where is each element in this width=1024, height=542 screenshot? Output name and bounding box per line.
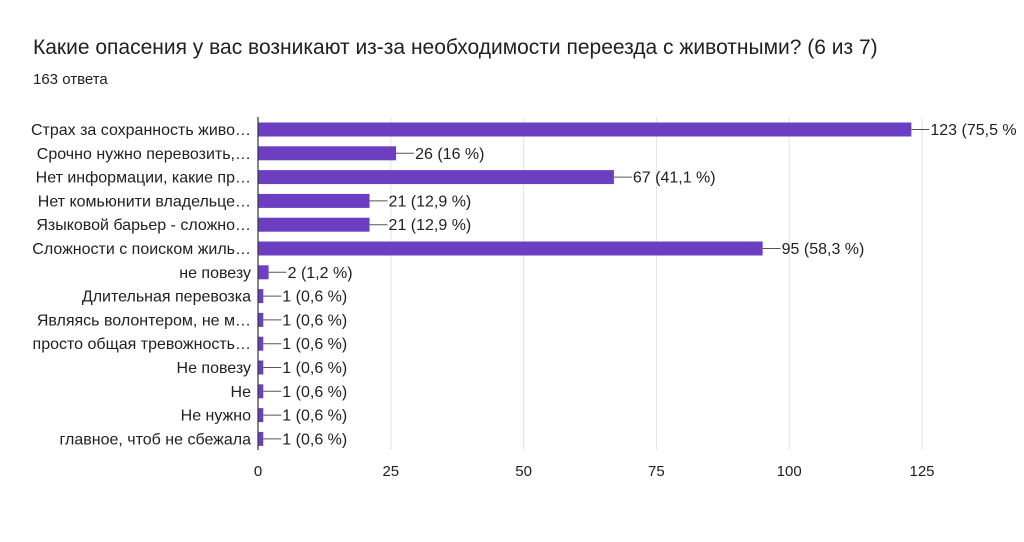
data-label: 1 (0,6 %) xyxy=(282,408,347,425)
chart-title: Какие опасения у вас возникают из-за нео… xyxy=(33,36,878,59)
bar[interactable] xyxy=(258,170,614,185)
category-label: Не повезу xyxy=(177,360,251,377)
x-tick-label: 100 xyxy=(777,463,802,480)
category-label: Не xyxy=(231,384,252,401)
bar[interactable] xyxy=(258,360,264,375)
bar[interactable] xyxy=(258,336,264,351)
data-label: 21 (12,9 %) xyxy=(389,193,472,210)
category-label-layer: 123 (75,5 % Страх за сохранность живо… 26 … xyxy=(31,122,1017,448)
category-label: Страх за сохранность живо… xyxy=(31,122,251,139)
category-label: просто общая тревожность… xyxy=(33,336,251,353)
data-label: 1 (0,6 %) xyxy=(282,289,347,306)
category-label: Являясь волонтером, не м… xyxy=(37,312,251,329)
category-label: Не нужно xyxy=(181,408,251,425)
x-tick-label: 0 xyxy=(254,463,262,480)
bar[interactable] xyxy=(258,289,264,304)
x-tick-label: 25 xyxy=(382,463,399,480)
grid-layer xyxy=(390,117,923,450)
data-label: 2 (1,2 %) xyxy=(288,265,353,282)
bar[interactable] xyxy=(258,408,264,423)
category-label: Нет комьюнити владельце… xyxy=(38,193,251,210)
data-label: 1 (0,6 %) xyxy=(282,360,347,377)
data-label: 1 (0,6 %) xyxy=(282,336,347,353)
bar[interactable] xyxy=(258,384,264,399)
category-label: Нет информации, какие пр… xyxy=(36,170,251,187)
category-label: Сложности с поиском жиль… xyxy=(32,241,251,258)
bar[interactable] xyxy=(258,265,269,280)
data-label: 1 (0,6 %) xyxy=(282,384,347,401)
bar[interactable] xyxy=(258,217,370,232)
bar[interactable] xyxy=(258,312,264,327)
bar[interactable] xyxy=(258,193,370,208)
bar[interactable] xyxy=(258,241,763,256)
data-label: 67 (41,1 %) xyxy=(633,170,716,187)
category-label: Срочно нужно перевозить,… xyxy=(37,146,251,163)
axis-layer: 0 25 50 75 100 125 xyxy=(254,117,935,480)
response-count: 163 ответа xyxy=(33,71,108,88)
data-label: 1 (0,6 %) xyxy=(282,431,347,448)
x-tick-label: 50 xyxy=(515,463,532,480)
x-tick-label: 125 xyxy=(909,463,934,480)
data-label: 123 (75,5 % xyxy=(930,122,1016,139)
data-label: 95 (58,3 %) xyxy=(782,241,865,258)
data-label: 1 (0,6 %) xyxy=(282,312,347,329)
data-label: 21 (12,9 %) xyxy=(389,217,472,234)
category-label: Длительная перевозка xyxy=(82,289,251,306)
category-label: Языковой барьер - сложно… xyxy=(36,217,251,234)
data-label: 26 (16 %) xyxy=(415,146,484,163)
bar[interactable] xyxy=(258,122,912,137)
bar[interactable] xyxy=(258,431,264,446)
category-label: не повезу xyxy=(179,265,251,282)
x-tick-label: 75 xyxy=(648,463,665,480)
bar[interactable] xyxy=(258,146,397,161)
category-label: главное, чтоб не сбежала xyxy=(60,431,252,448)
bar-layer xyxy=(258,122,930,446)
